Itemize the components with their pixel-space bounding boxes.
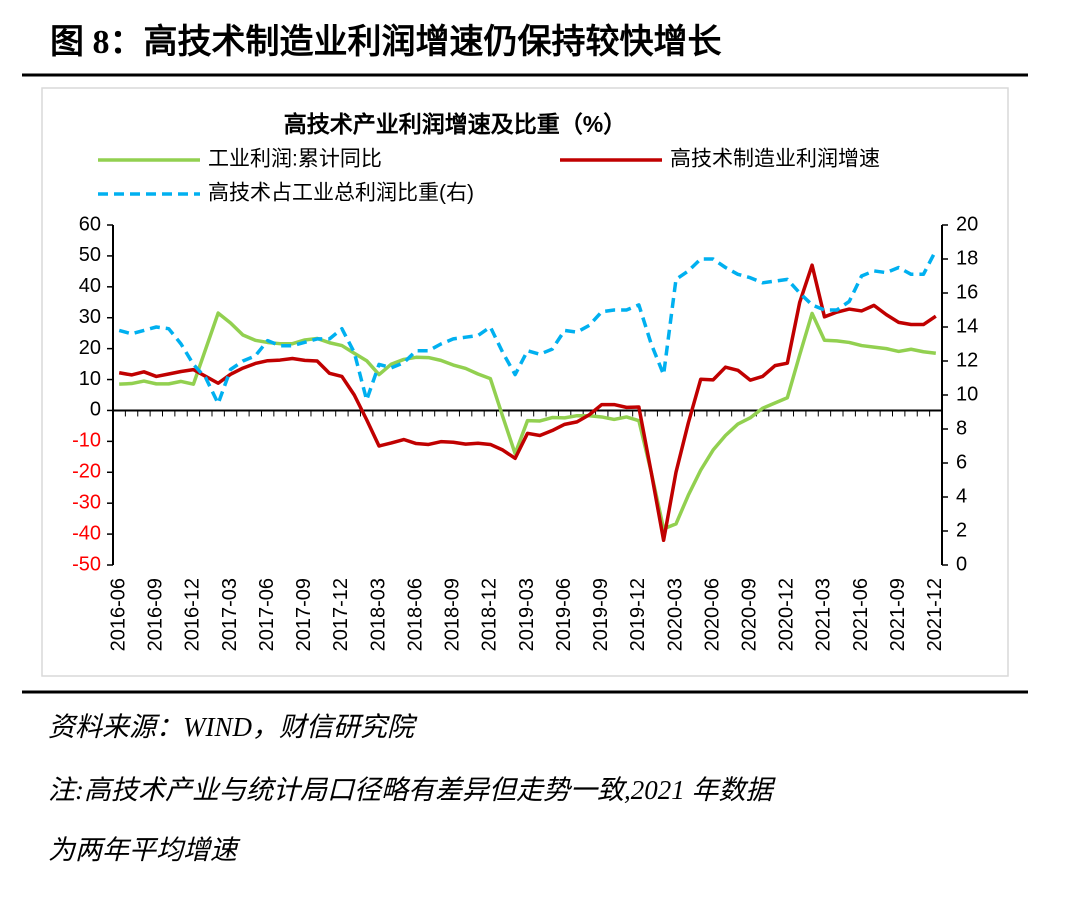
y2-tick-label: 18 [956, 247, 978, 269]
note: 注:高技术产业与统计局口径略有差异但走势一致,2021 年数据 [48, 775, 776, 805]
x-tick-label: 2017-03 [219, 578, 241, 651]
x-tick-label: 2020-06 [701, 578, 723, 651]
y-tick-label: 20 [79, 337, 101, 359]
y2-tick-label: 10 [956, 383, 978, 405]
x-tick-label: 2019-09 [590, 578, 612, 651]
y2-tick-label: 4 [956, 485, 967, 507]
y2-tick-label: 6 [956, 451, 967, 473]
x-tick-label: 2019-03 [516, 578, 538, 651]
x-tick-label: 2017-09 [293, 578, 315, 651]
y2-tick-label: 2 [956, 519, 967, 541]
note: 为两年平均增速 [48, 835, 241, 865]
y-tick-label: 30 [79, 306, 101, 328]
x-tick-label: 2019-12 [627, 578, 649, 651]
x-tick-label: 2018-09 [442, 578, 464, 651]
y-tick-label: 60 [79, 213, 101, 235]
x-tick-label: 2020-03 [664, 578, 686, 651]
x-tick-label: 2021-06 [850, 578, 872, 651]
y2-tick-label: 8 [956, 417, 967, 439]
y-tick-label: -40 [72, 522, 101, 544]
y-tick-label: -30 [72, 491, 101, 513]
x-tick-label: 2016-12 [182, 578, 204, 651]
x-tick-label: 2019-06 [553, 578, 575, 651]
source: 资料来源：WIND，财信研究院 [48, 712, 418, 742]
x-tick-label: 2018-06 [404, 578, 426, 651]
y-tick-label: 40 [79, 275, 101, 297]
x-tick-label: 2020-12 [776, 578, 798, 651]
y-tick-label: -10 [72, 430, 101, 452]
x-tick-label: 2020-09 [738, 578, 760, 651]
y-tick-label: -20 [72, 461, 101, 483]
x-tick-label: 2021-09 [887, 578, 909, 651]
chart-title: 高技术产业利润增速及比重（%） [284, 111, 626, 137]
figure-title: 图 8：高技术制造业利润增速仍保持较快增长 [50, 23, 722, 61]
y-tick-label: -50 [72, 553, 101, 575]
y2-tick-label: 20 [956, 213, 978, 235]
x-tick-label: 2018-03 [367, 578, 389, 651]
chart-frame [41, 87, 1009, 677]
x-tick-label: 2017-06 [256, 578, 278, 651]
x-tick-label: 2016-06 [107, 578, 129, 651]
series-line [119, 311, 937, 531]
y2-tick-label: 12 [956, 349, 978, 371]
x-tick-label: 2018-12 [479, 578, 501, 651]
y-tick-label: 0 [90, 399, 101, 421]
x-tick-label: 2021-12 [924, 578, 946, 651]
y2-tick-label: 14 [956, 315, 978, 337]
y2-tick-label: 16 [956, 281, 978, 303]
y-tick-label: 10 [79, 368, 101, 390]
x-tick-label: 2016-09 [145, 578, 167, 651]
legend-label: 高技术制造业利润增速 [670, 148, 880, 171]
series-line [118, 263, 937, 543]
legend-label: 工业利润:累计同比 [208, 148, 382, 171]
x-tick-label: 2017-12 [330, 578, 352, 651]
y2-tick-label: 0 [956, 553, 967, 575]
legend-label: 高技术占工业总利润比重(右) [208, 182, 474, 205]
y-tick-label: 50 [79, 244, 101, 266]
x-tick-label: 2021-03 [813, 578, 835, 651]
